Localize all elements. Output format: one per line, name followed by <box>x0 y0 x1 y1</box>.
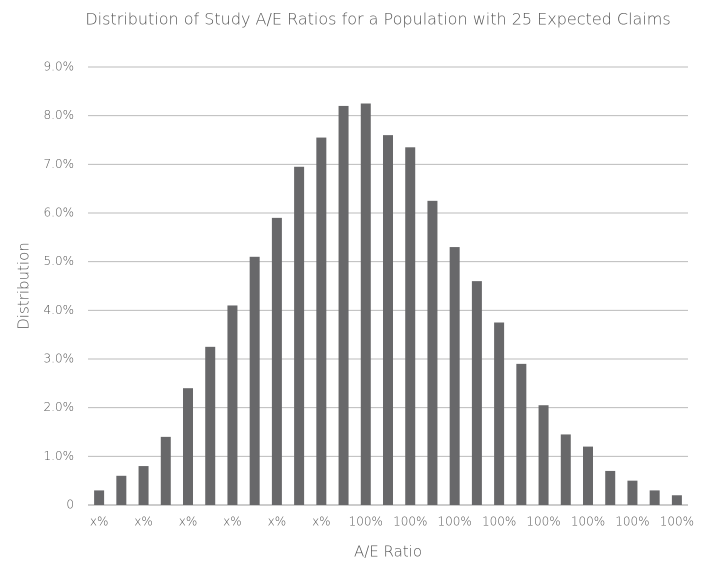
bar <box>671 495 682 505</box>
bar <box>494 322 505 505</box>
y-tick-label: 6.0% <box>44 206 75 220</box>
y-tick-label: 1.0% <box>44 449 75 463</box>
bar <box>160 436 171 505</box>
y-tick-label: 0 <box>66 498 74 512</box>
bar <box>560 434 571 505</box>
bar <box>605 470 616 505</box>
y-tick-label: 7.0% <box>44 157 75 171</box>
x-tick-label: 100% <box>615 515 649 529</box>
bar <box>227 305 238 505</box>
x-tick-label: x% <box>90 515 109 529</box>
x-tick-label: x% <box>134 515 153 529</box>
bar <box>294 166 305 505</box>
y-axis-label: Distribution <box>15 242 33 330</box>
x-tick-label: x% <box>268 515 287 529</box>
y-tick-label: 9.0% <box>44 60 75 74</box>
bar <box>338 105 349 505</box>
bar <box>427 200 438 506</box>
y-tick-label: 8.0% <box>44 108 75 122</box>
chart-title: Distribution of Study A/E Ratios for a P… <box>85 10 670 29</box>
bar <box>405 147 416 506</box>
x-tick-label: 100% <box>571 515 605 529</box>
bar <box>627 480 638 505</box>
y-tick-label: 5.0% <box>44 254 75 268</box>
bar <box>138 466 149 505</box>
x-tick-label: 100% <box>482 515 516 529</box>
bar <box>649 490 660 505</box>
bar <box>249 256 260 505</box>
bar <box>383 135 393 505</box>
bar <box>471 281 482 505</box>
x-tick-label: 100% <box>349 515 383 529</box>
bar <box>449 247 460 506</box>
bar <box>316 137 327 506</box>
x-tick-label: 100% <box>393 515 427 529</box>
bar <box>183 388 193 505</box>
x-tick-label: x% <box>223 515 242 529</box>
bar <box>271 217 282 505</box>
x-tick-label: x% <box>179 515 198 529</box>
bar <box>516 363 527 505</box>
x-tick-label: x% <box>312 515 331 529</box>
y-tick-label: 4.0% <box>44 303 75 317</box>
x-tick-label: 100% <box>526 515 560 529</box>
x-tick-label: 100% <box>438 515 472 529</box>
y-tick-label: 2.0% <box>44 400 75 414</box>
bar <box>116 475 127 505</box>
bar <box>583 446 593 505</box>
bar <box>205 346 216 505</box>
x-tick-label: 100% <box>660 515 694 529</box>
x-axis-label: A/E Ratio <box>354 543 422 561</box>
bar <box>94 490 105 505</box>
bar <box>360 103 371 505</box>
y-tick-label: 3.0% <box>44 352 75 366</box>
bar <box>538 405 549 505</box>
